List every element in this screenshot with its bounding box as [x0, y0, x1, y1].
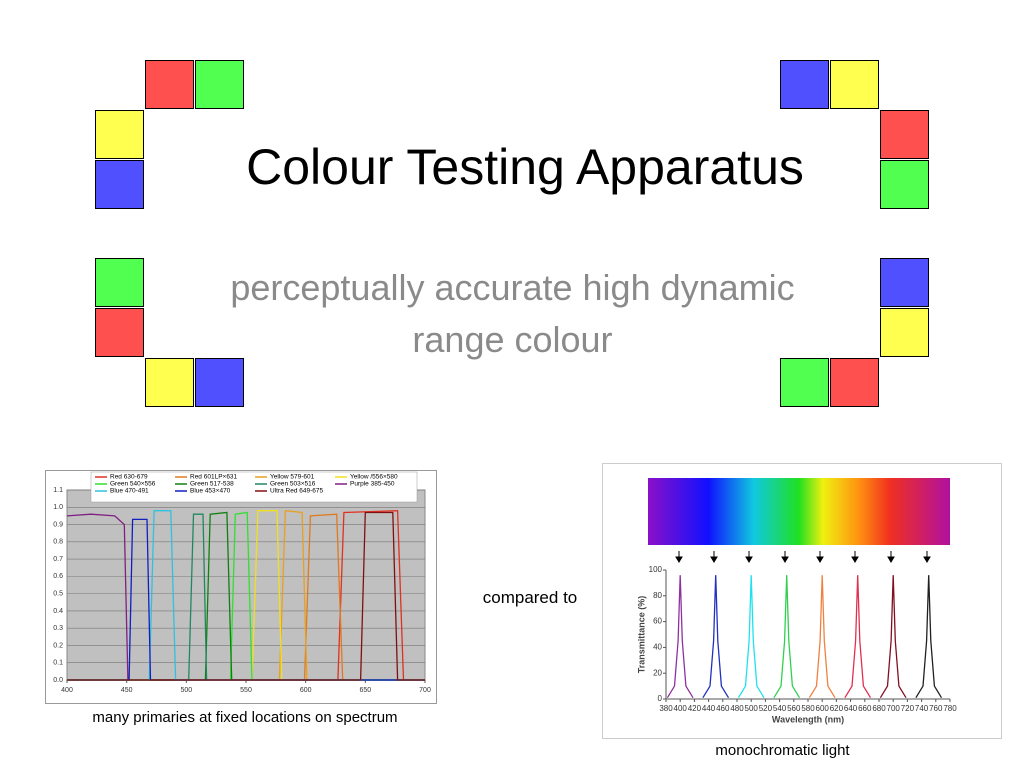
legend-label: Ultra Red 649-675 — [270, 488, 323, 495]
filter-chart: 0.0 0.1 0.2 0.3 0.4 0.5 0.6 0.7 0.8 0.9 1.0 1.1 400 4… — [45, 470, 437, 704]
y-tick-label: 20 — [653, 668, 662, 677]
y-tick-label: 0.3 — [53, 625, 63, 632]
deco-square — [880, 160, 929, 209]
series-line — [67, 511, 425, 681]
deco-square — [145, 60, 194, 109]
y-tick-label: 0.6 — [53, 573, 63, 580]
x-tick-label: 560 — [787, 704, 801, 713]
x-tick-label: 460 — [716, 704, 730, 713]
series-line — [844, 575, 872, 699]
caption: many primaries at fixed locations on spe… — [92, 709, 398, 726]
y-tick-label: 0.8 — [53, 539, 63, 546]
x-tick-label: 480 — [730, 704, 744, 713]
series-line — [915, 575, 943, 699]
x-tick-label: 700 — [887, 704, 901, 713]
x-tick-label: 660 — [858, 704, 872, 713]
y-tick-label: 1.1 — [53, 487, 63, 494]
legend-box — [90, 471, 418, 503]
legend-label: Green 540×556 — [110, 481, 156, 488]
y-tick-label: 40 — [653, 643, 662, 652]
legend-label: Green 503×516 — [270, 481, 316, 488]
x-tick-label: 680 — [872, 704, 886, 713]
legend-label: Green 517-538 — [190, 481, 234, 488]
slide-subtitle: perceptually accurate high dynamic range… — [230, 267, 795, 360]
y-tick-label: 100 — [649, 565, 663, 574]
series-line — [773, 575, 801, 699]
connector-text: compared to — [482, 588, 578, 607]
x-tick-label: 620 — [830, 704, 844, 713]
deco-square — [195, 60, 244, 109]
legend-label: Blue 470-491 — [110, 488, 149, 495]
y-tick-label: 0 — [658, 694, 663, 703]
x-tick-label: 740 — [915, 704, 929, 713]
x-tick-label: 640 — [844, 704, 858, 713]
x-tick-label: 550 — [240, 687, 252, 694]
spectrum-bar — [648, 478, 950, 545]
y-tick-label: 0.7 — [53, 556, 63, 563]
x-tick-label: 500 — [745, 704, 759, 713]
deco-square — [780, 60, 829, 109]
x-tick-label: 450 — [121, 687, 133, 694]
deco-square — [880, 308, 929, 357]
x-tick-label: 380 — [659, 704, 673, 713]
deco-square — [830, 358, 879, 407]
plot-area — [666, 570, 950, 699]
deco-square — [880, 258, 929, 307]
series-line — [737, 575, 765, 699]
x-tick-label: 540 — [773, 704, 787, 713]
x-tick-label: 760 — [929, 704, 943, 713]
y-tick-label: 0.0 — [53, 677, 63, 684]
legend-label: Yellow /556×580 — [350, 474, 398, 481]
y-tick-label: 0.2 — [53, 642, 63, 649]
y-tick-label: 80 — [653, 591, 662, 600]
y-axis-title: Transmittance (%) — [636, 596, 646, 674]
deco-square — [95, 160, 144, 209]
x-tick-label: 400 — [674, 704, 688, 713]
x-tick-label: 600 — [300, 687, 312, 694]
x-tick-label: 500 — [180, 687, 192, 694]
legend-label: Blue 453×470 — [190, 488, 231, 495]
deco-square — [95, 110, 144, 159]
x-tick-label: 780 — [943, 704, 957, 713]
deco-square — [95, 258, 144, 307]
x-tick-label: 700 — [419, 687, 431, 694]
deco-square — [145, 358, 194, 407]
legend-label: Red 601LP×631 — [190, 474, 238, 481]
series-line — [666, 575, 694, 699]
deco-square — [95, 308, 144, 357]
plot-area — [66, 489, 426, 681]
deco-square — [880, 110, 929, 159]
x-tick-label: 650 — [359, 687, 371, 694]
x-tick-label: 440 — [702, 704, 716, 713]
legend-label: Yellow 579-601 — [270, 474, 315, 481]
deco-square — [780, 358, 829, 407]
slide-title: Colour Testing Apparatus — [246, 139, 804, 195]
legend-label: Purple 385-450 — [350, 481, 395, 488]
y-tick-label: 0.4 — [53, 608, 63, 615]
x-tick-label: 420 — [688, 704, 702, 713]
x-tick-label: 520 — [759, 704, 773, 713]
y-tick-label: 0.9 — [53, 521, 63, 528]
caption: monochromatic light — [715, 742, 850, 759]
y-tick-label: 0.1 — [53, 660, 63, 667]
x-tick-label: 600 — [816, 704, 830, 713]
series-line — [808, 575, 836, 699]
x-tick-label: 580 — [801, 704, 815, 713]
x-axis-title: Wavelength (nm) — [772, 714, 844, 724]
legend-label: Red 630-679 — [110, 474, 148, 481]
series-line — [879, 575, 907, 699]
deco-square — [830, 60, 879, 109]
x-tick-label: 720 — [901, 704, 915, 713]
deco-square — [195, 358, 244, 407]
y-tick-label: 60 — [653, 617, 662, 626]
y-tick-label: 1.0 — [53, 504, 63, 511]
series-line — [702, 575, 730, 699]
x-tick-label: 400 — [61, 687, 73, 694]
arrows — [675, 551, 931, 563]
y-tick-label: 0.5 — [53, 590, 63, 597]
